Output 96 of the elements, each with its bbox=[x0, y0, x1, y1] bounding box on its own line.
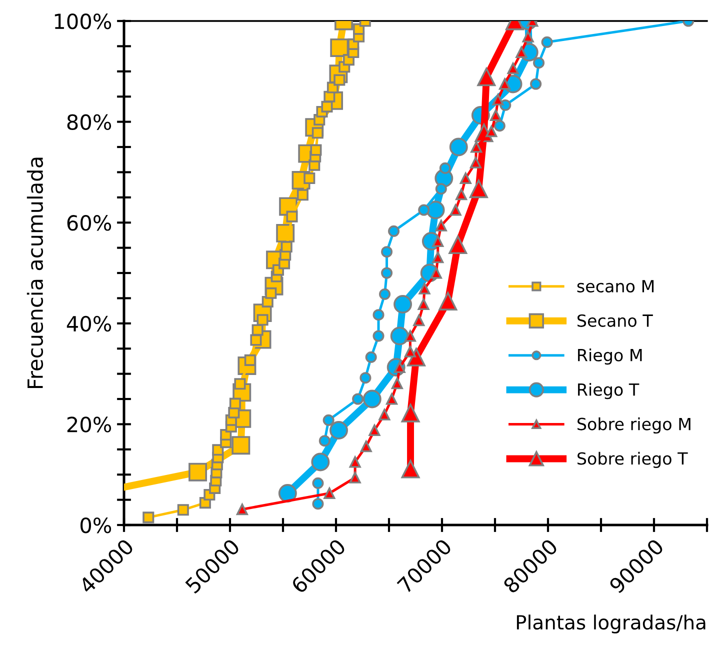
point bbox=[469, 180, 488, 198]
point bbox=[330, 38, 349, 57]
point bbox=[310, 144, 322, 156]
point bbox=[236, 504, 248, 516]
point bbox=[280, 241, 292, 253]
point bbox=[413, 314, 425, 326]
point bbox=[372, 309, 384, 321]
point bbox=[372, 330, 384, 342]
point bbox=[435, 220, 447, 232]
point bbox=[486, 126, 498, 138]
point bbox=[448, 236, 468, 254]
point bbox=[435, 183, 447, 195]
point bbox=[498, 78, 511, 90]
point bbox=[449, 138, 468, 156]
point bbox=[378, 288, 391, 300]
point bbox=[362, 390, 382, 408]
point bbox=[365, 351, 377, 363]
point bbox=[404, 346, 416, 358]
point bbox=[507, 62, 519, 74]
point bbox=[401, 460, 420, 478]
point bbox=[212, 444, 224, 456]
point bbox=[234, 378, 246, 390]
point bbox=[349, 472, 361, 484]
legend-label: Riego T bbox=[578, 382, 640, 400]
point bbox=[381, 267, 393, 279]
point bbox=[477, 68, 496, 86]
point bbox=[530, 78, 542, 90]
point bbox=[470, 141, 482, 153]
point bbox=[296, 189, 308, 201]
point bbox=[360, 440, 372, 452]
y-tick-label: 80% bbox=[67, 114, 112, 130]
point bbox=[394, 295, 412, 314]
point bbox=[142, 512, 154, 524]
point bbox=[256, 314, 268, 326]
point bbox=[470, 156, 482, 168]
point bbox=[426, 200, 445, 220]
point bbox=[278, 484, 297, 502]
point bbox=[188, 462, 208, 482]
legend-label: Sobre riego T bbox=[578, 452, 688, 468]
point bbox=[177, 504, 189, 516]
y-tick-label: 40% bbox=[66, 316, 112, 332]
point bbox=[516, 46, 528, 58]
point bbox=[286, 210, 298, 222]
point bbox=[490, 109, 502, 122]
point bbox=[232, 436, 250, 455]
y-axis-title: Frecuencia acumulada bbox=[26, 158, 44, 388]
x-axis-title: Plantas logradas/ha bbox=[516, 614, 706, 634]
point bbox=[390, 326, 409, 346]
legend-label: secano M bbox=[577, 280, 654, 292]
point bbox=[312, 477, 324, 489]
y-tick-label: 100% bbox=[54, 13, 112, 30]
point bbox=[349, 456, 361, 468]
point bbox=[318, 435, 330, 447]
point bbox=[265, 287, 277, 299]
point bbox=[492, 94, 504, 106]
point bbox=[388, 225, 400, 237]
point bbox=[352, 393, 364, 405]
point bbox=[450, 204, 462, 216]
point bbox=[541, 36, 553, 48]
y-tick-label: 20% bbox=[67, 416, 112, 432]
legend-label: Secano T bbox=[578, 314, 653, 327]
point bbox=[330, 421, 348, 440]
point bbox=[407, 348, 426, 366]
point bbox=[381, 246, 393, 258]
point bbox=[432, 235, 444, 248]
point bbox=[494, 120, 506, 132]
point bbox=[304, 172, 316, 184]
point bbox=[321, 100, 333, 112]
legend-label: Sobre riego M bbox=[578, 417, 690, 434]
point bbox=[386, 393, 398, 405]
point bbox=[252, 324, 264, 336]
point bbox=[322, 414, 334, 426]
point bbox=[401, 404, 420, 422]
point bbox=[391, 378, 403, 390]
point bbox=[324, 487, 336, 500]
point bbox=[430, 267, 442, 279]
point bbox=[360, 372, 372, 384]
point bbox=[522, 30, 534, 42]
point bbox=[533, 57, 545, 69]
point bbox=[456, 188, 468, 200]
point bbox=[438, 292, 458, 310]
point bbox=[311, 452, 330, 472]
point bbox=[460, 172, 472, 184]
point bbox=[432, 252, 444, 264]
legend-label: Riego M bbox=[578, 348, 642, 365]
point bbox=[368, 424, 380, 436]
point bbox=[312, 498, 324, 510]
point bbox=[378, 408, 390, 420]
point bbox=[404, 330, 416, 342]
y-tick-label: 0% bbox=[80, 517, 112, 534]
y-tick-label: 60% bbox=[67, 215, 112, 231]
point bbox=[439, 162, 451, 174]
point bbox=[418, 204, 430, 216]
point bbox=[229, 398, 241, 410]
point bbox=[418, 282, 430, 294]
point bbox=[418, 298, 430, 310]
